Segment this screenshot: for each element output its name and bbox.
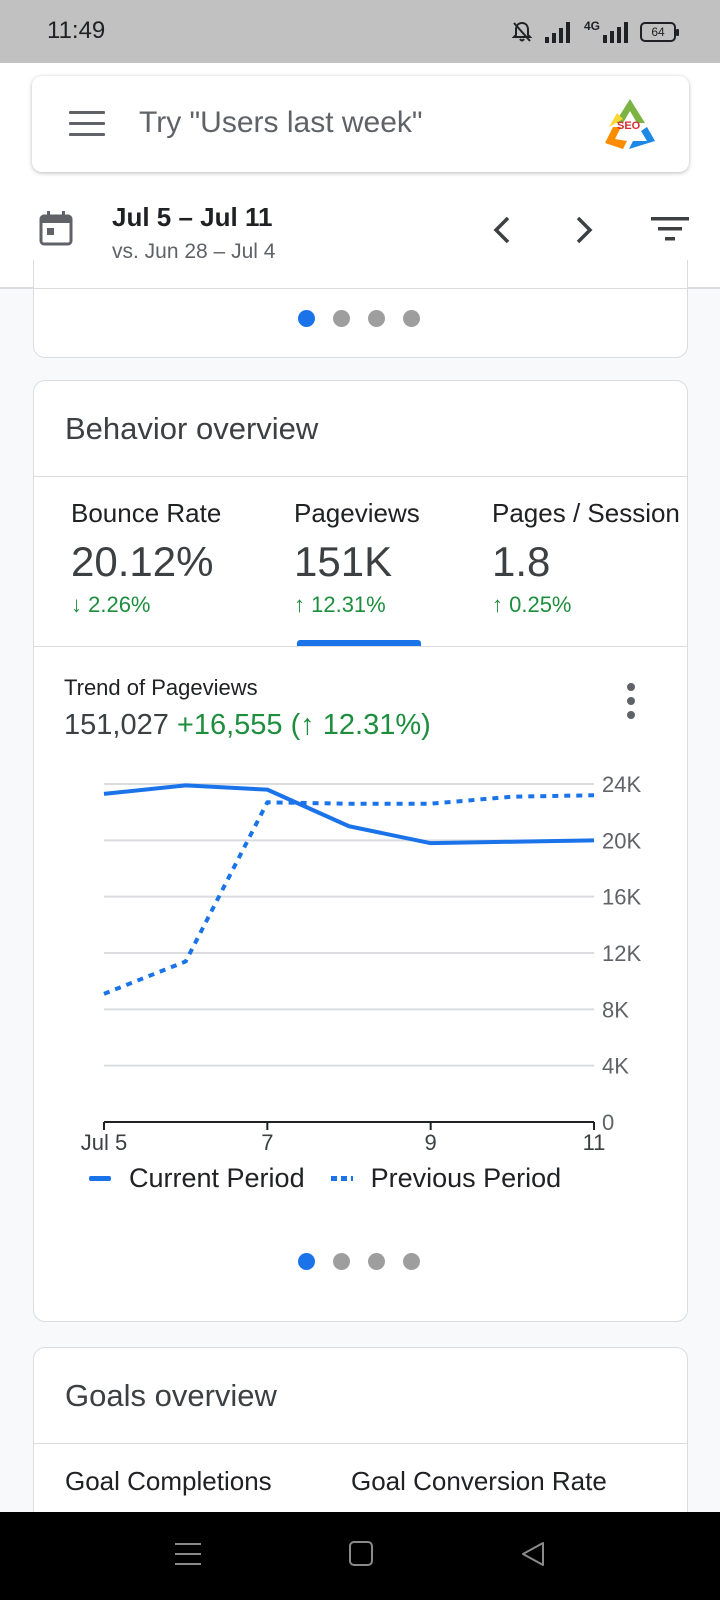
card-title: Behavior overview [65,411,319,446]
system-navigation-bar [0,1512,720,1600]
previous-range-chevron-icon[interactable] [483,210,523,250]
x-tick-label: Jul 5 [81,1130,127,1155]
series-line-previous-period [103,793,595,996]
legend-label-previous: Previous Period [370,1163,562,1193]
metric-label: Pageviews [294,498,420,528]
search-bar[interactable]: Try "Users last week" SEO [32,76,689,172]
legend-swatch-current [89,1176,111,1181]
status-bar: 11:49 4G 64 [0,0,720,63]
account-avatar[interactable]: SEO [599,93,661,155]
metric-change: ↑ 0.25% [492,592,572,617]
carousel-dots [298,1253,420,1270]
metric-label-goal-conversion-rate[interactable]: Goal Conversion Rate [351,1466,607,1496]
home-icon[interactable] [349,1541,373,1567]
x-tick-label: 7 [261,1130,273,1155]
carousel-dot[interactable] [298,310,315,327]
y-tick-label: 20K [602,828,641,853]
y-tick-label: 0 [602,1110,614,1135]
svg-text:SEO: SEO [617,120,641,132]
battery-level: 64 [651,25,665,39]
date-range-comparison[interactable]: vs. Jun 28 – Jul 4 [112,240,276,263]
hamburger-menu-icon[interactable] [69,111,105,137]
date-range-bar: Jul 5 – Jul 11 vs. Jun 28 – Jul 4 [0,180,720,288]
metric-value: 1.8 [492,538,551,585]
divider [34,1443,687,1444]
y-tick-label: 8K [602,997,629,1022]
mute-bell-icon [511,21,532,42]
metric-value: 20.12% [71,538,214,585]
metric-label: Bounce Rate [71,498,222,528]
trend-label: Trend of Pageviews [64,675,258,700]
y-tick-label: 4K [602,1054,629,1079]
pageviews-trend-chart: 0 4K 8K 12K 16K 20K 24K Jul 5 7 9 11 [81,772,642,1155]
series-line-current-period [103,783,595,846]
carousel-dot[interactable] [368,310,385,327]
divider [34,646,687,647]
carousel-dot[interactable] [368,1253,385,1270]
recents-menu-icon[interactable] [175,1542,201,1566]
network-type-label: 4G [583,19,600,33]
x-tick-label: 9 [425,1130,437,1155]
metric-value: 151K [294,538,393,585]
x-tick-label: 11 [583,1130,606,1155]
legend: Current Period Previous Period [89,1163,561,1194]
more-options-icon[interactable] [619,681,643,721]
metric-tab-pages-per-session[interactable]: Pages / Session 1.8 ↑ 0.25% [492,476,687,646]
y-tick-label: 24K [602,772,641,797]
carousel-dot[interactable] [298,1253,315,1270]
status-icons: 4G 64 [511,17,679,47]
metric-change: ↑ 12.31% [294,592,386,617]
carousel-dot[interactable] [403,310,420,327]
card-title: Goals overview [65,1378,277,1413]
trend-total-value: 151,027 [64,709,169,741]
battery-icon: 64 [640,22,679,42]
signal-icon [544,22,570,43]
header-shadow [0,288,720,289]
carousel-dot[interactable] [333,310,350,327]
carousel-dot[interactable] [333,1253,350,1270]
back-icon[interactable] [520,1541,546,1567]
carousel-dots [298,310,420,327]
divider [34,476,687,477]
active-tab-indicator [297,640,421,646]
status-time: 11:49 [47,17,106,44]
trend-total: 151,027 +16,555 (↑ 12.31%) [64,709,431,742]
metric-tab-bounce-rate[interactable]: Bounce Rate 20.12% ↓ 2.26% [71,476,271,646]
filter-icon[interactable] [651,215,689,243]
metric-label-goal-completions[interactable]: Goal Completions [65,1466,272,1496]
y-tick-label: 12K [602,941,641,966]
seo-logo-icon: SEO [605,99,655,149]
trend-delta: +16,555 (↑ 12.31%) [176,709,431,741]
legend-swatch-previous [330,1176,353,1181]
y-tick-label: 16K [602,885,641,910]
signal-4g-icon [603,22,628,43]
metric-tab-pageviews[interactable]: Pageviews 151K ↑ 12.31% [294,476,474,646]
calendar-icon[interactable] [38,210,74,246]
behavior-overview-card: Behavior overview Bounce Rate 20.12% ↓ 2… [33,380,688,1322]
date-range-current[interactable]: Jul 5 – Jul 11 [112,202,273,232]
metric-change: ↓ 2.26% [71,592,151,617]
next-range-chevron-icon[interactable] [563,210,603,250]
summary-card [33,260,688,358]
carousel-dot[interactable] [403,1253,420,1270]
legend-label-current: Current Period [129,1163,305,1193]
search-input[interactable]: Try "Users last week" [139,106,423,139]
metric-label: Pages / Session [492,498,680,528]
